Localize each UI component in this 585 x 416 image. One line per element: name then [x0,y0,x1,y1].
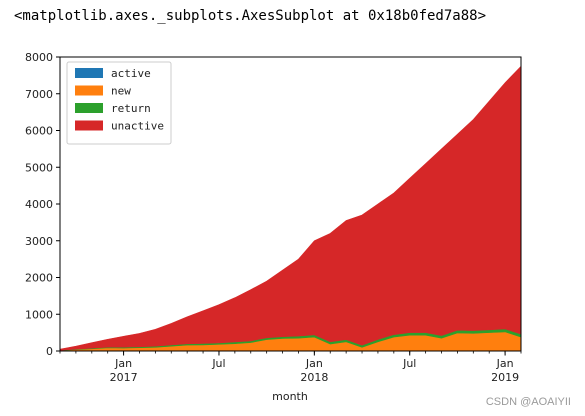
legend-label-active: active [111,67,151,80]
y-tick-label: 2000 [25,272,53,285]
y-tick-label: 0 [46,345,53,358]
legend-swatch-unactive [75,120,103,131]
legend-label-return: return [111,102,151,115]
x-tick-year-label: 2019 [491,371,519,384]
csdn-watermark: CSDN @AOAIYII [485,396,571,408]
legend-swatch-active [75,68,103,78]
legend-swatch-new [75,85,103,96]
legend: active new return unactive [66,61,172,145]
y-tick-label: 3000 [25,235,53,248]
y-tick-label: 6000 [25,125,53,138]
cell-output-repr: <matplotlib.axes._subplots.AxesSubplot a… [14,8,487,24]
y-tick-label: 8000 [25,51,53,64]
x-tick-label: Jan [496,357,514,370]
y-tick-label: 4000 [25,198,53,211]
legend-swatch-return [75,103,103,113]
y-tick-label: 7000 [25,88,53,101]
y-tick-label: 5000 [25,161,53,174]
x-tick-label: Jul [402,357,416,370]
legend-label-unactive: unactive [111,120,164,133]
x-tick-label: Jan [305,357,323,370]
x-tick-label: Jul [211,357,225,370]
x-tick-label: Jan [114,357,132,370]
x-tick-year-label: 2018 [300,371,328,384]
x-axis-label: month [272,390,308,403]
y-axis: 0 1000 2000 3000 4000 5000 6000 7000 8000 [25,51,60,358]
y-tick-label: 1000 [25,308,53,321]
x-tick-year-label: 2017 [110,371,138,384]
legend-label-new: new [111,85,131,98]
